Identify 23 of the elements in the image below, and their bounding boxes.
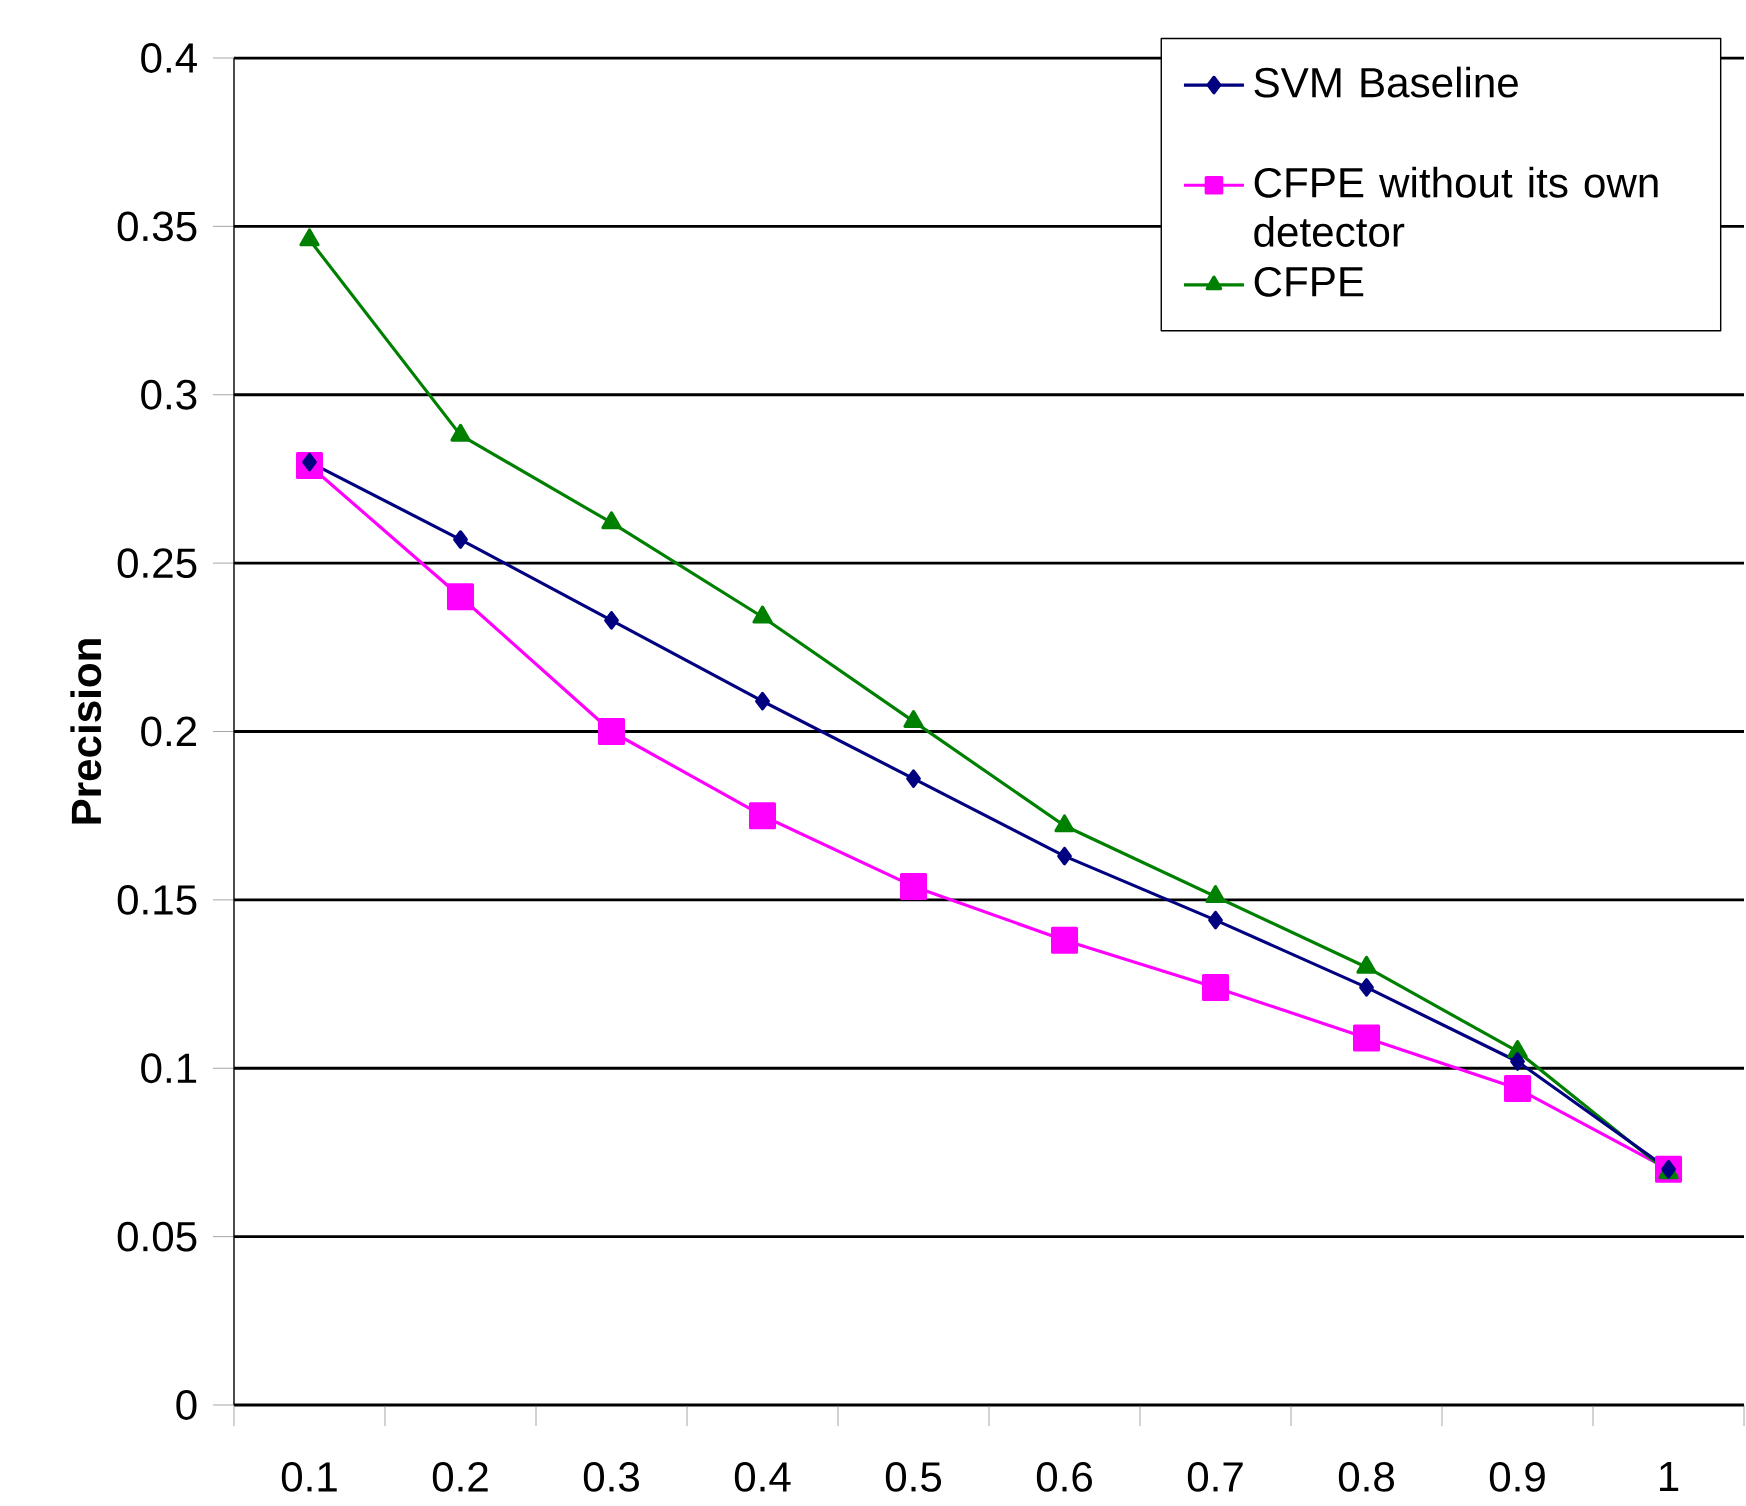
y-tick-label: 0.4 [141,43,197,73]
y-tick-label: 0.1 [141,1053,197,1084]
x-tick-label: 0.6 [1036,1461,1092,1492]
x-tick-label: 0.2 [432,1461,488,1492]
x-tick-label: 1 [1659,1461,1679,1491]
y-tick-label: 0.3 [141,379,197,410]
x-tick-label: 0.8 [1338,1461,1394,1492]
legend-label: SVM Baseline [1254,66,1518,98]
y-tick-label: 0 [176,1390,197,1420]
x-tick-label: 0.7 [1187,1461,1243,1492]
y-tick-label: 0.15 [117,884,197,915]
y-axis-title: Precision [70,639,102,824]
legend-label: CFPE without its own detector [1254,166,1658,247]
y-tick-label: 0.2 [141,716,197,747]
x-tick-label: 0.9 [1489,1461,1545,1492]
x-tick-label: 0.1 [281,1461,337,1492]
y-tick-label: 0.25 [117,548,197,579]
legend-label: CFPE [1254,266,1364,297]
x-tick-label: 0.3 [583,1461,639,1492]
x-tick-label: 0.4 [734,1461,791,1492]
x-tick-label: 0.5 [885,1461,942,1492]
y-tick-label: 0.05 [117,1221,197,1252]
y-tick-label: 0.35 [117,211,197,242]
